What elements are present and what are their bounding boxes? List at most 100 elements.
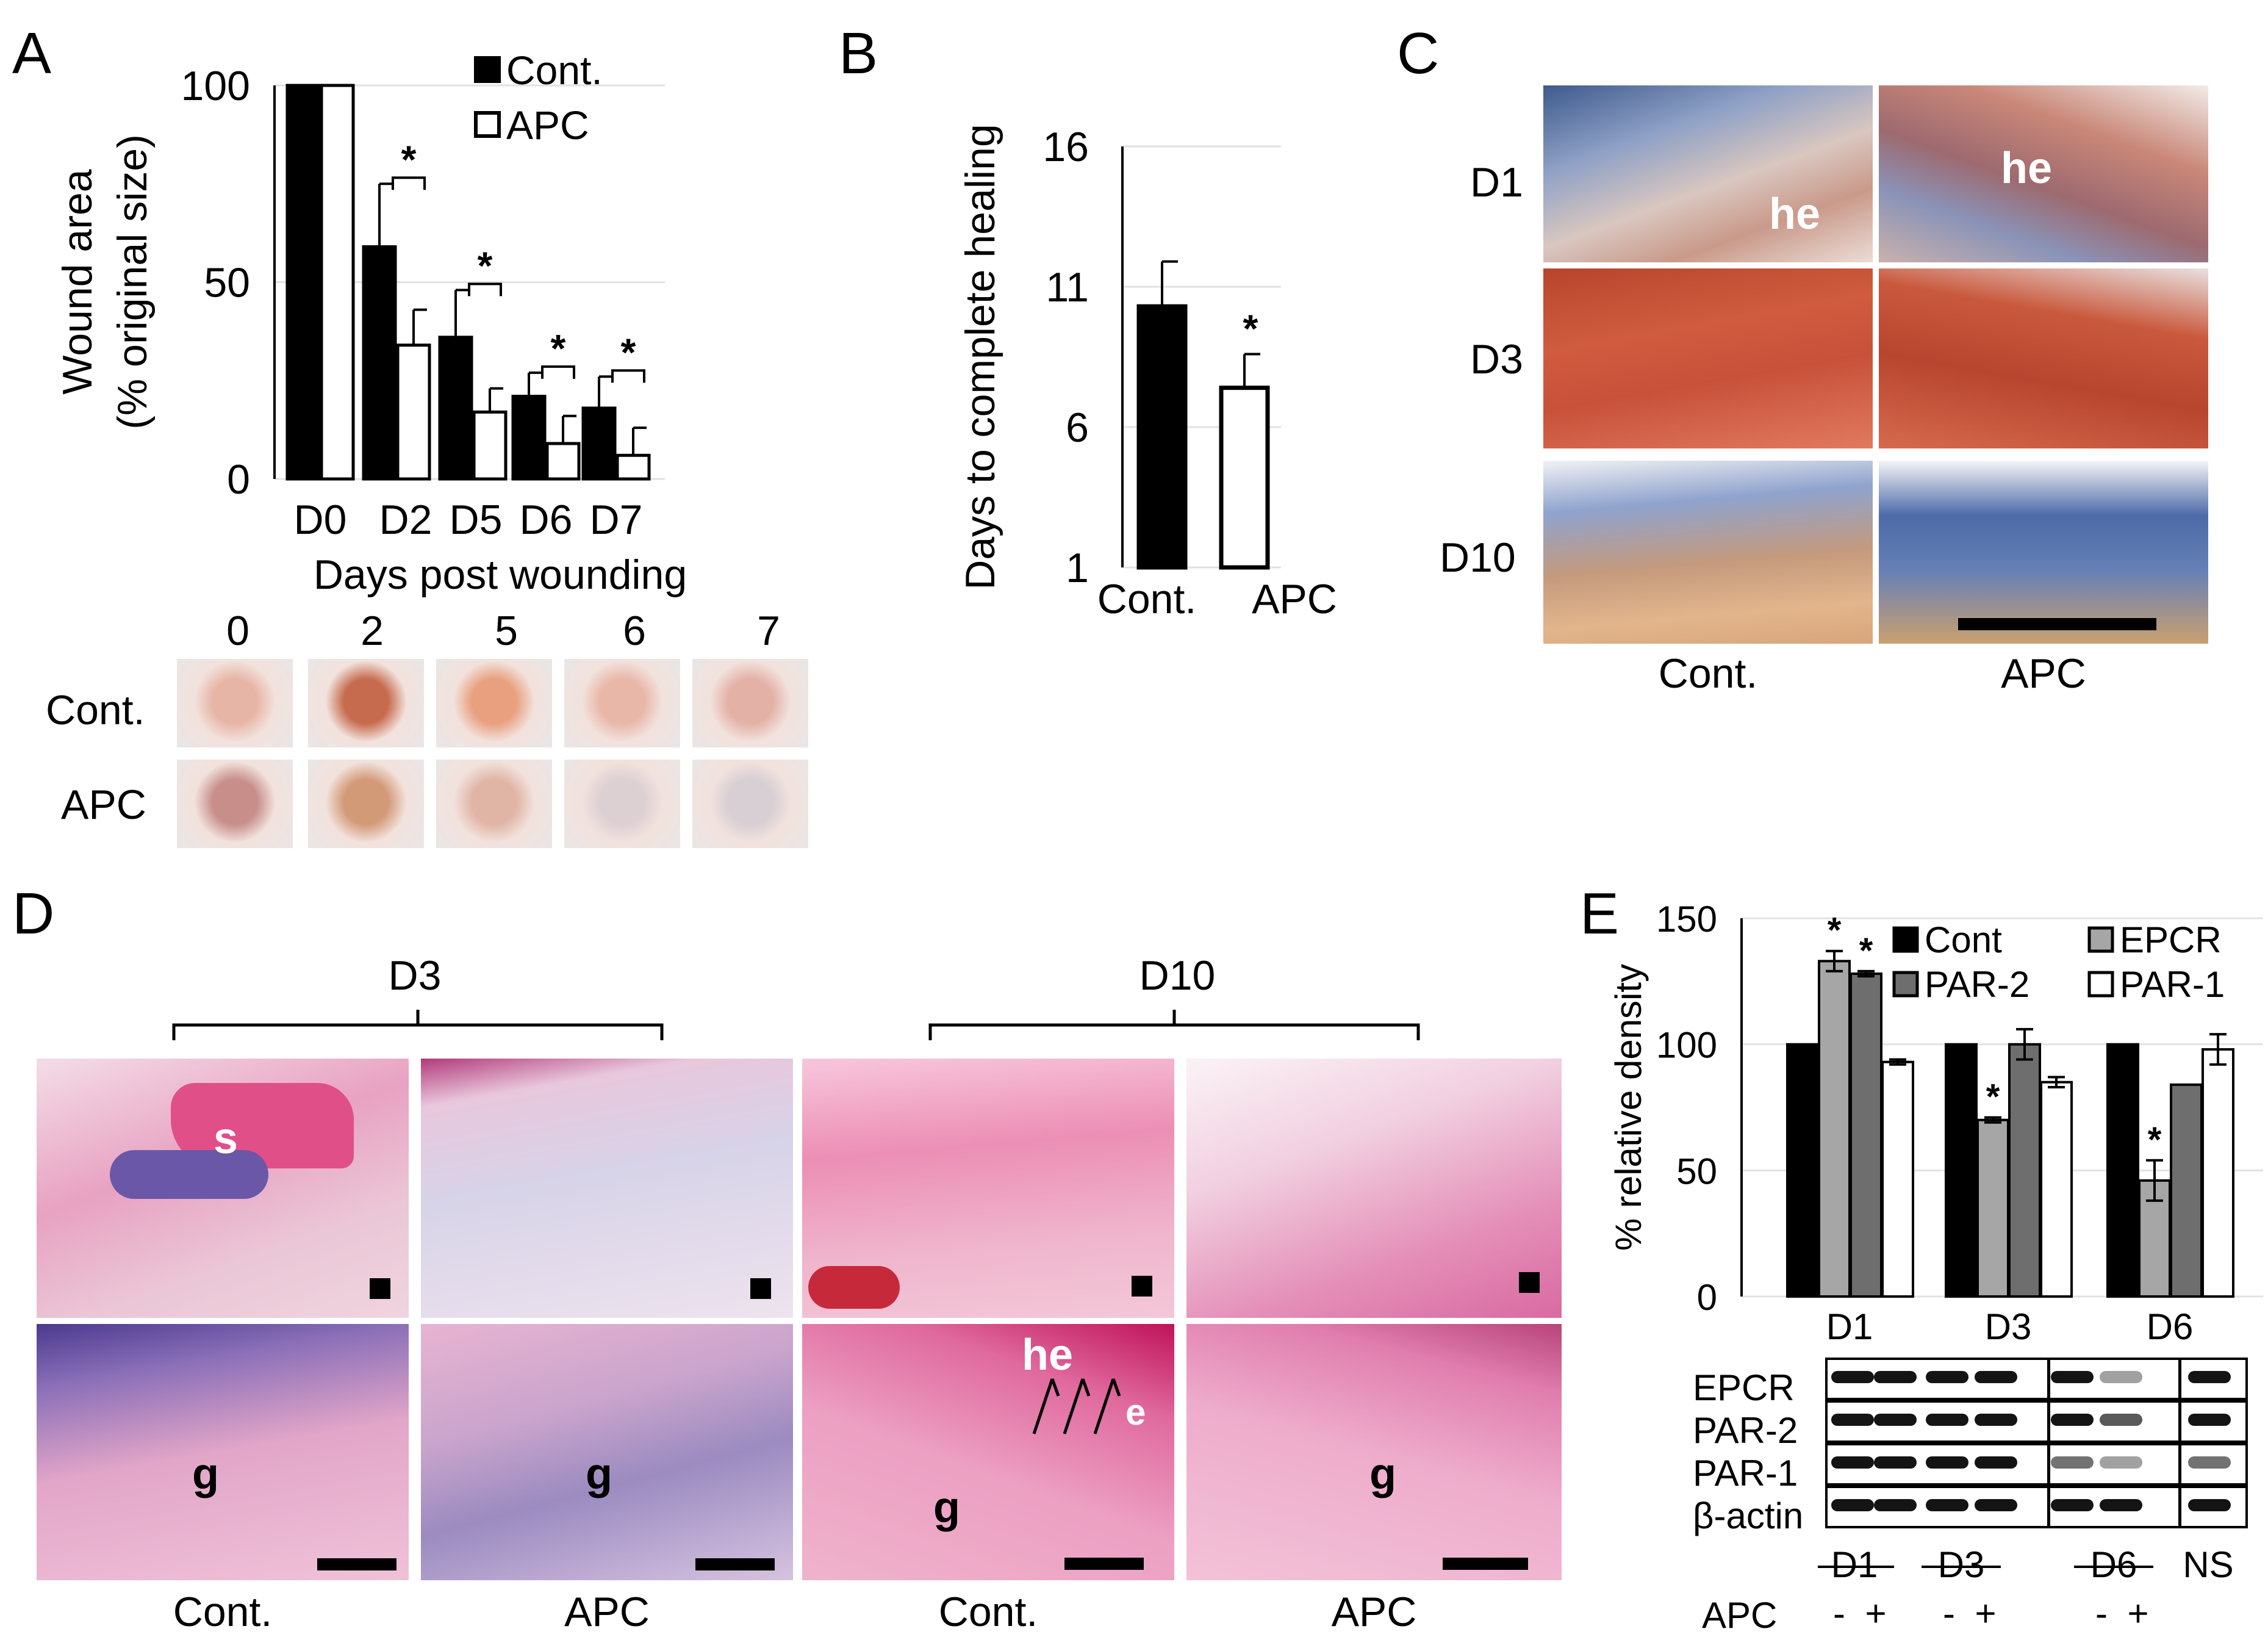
micrograph-c-apc-d10: [1879, 461, 2208, 644]
x-tick-label: D6: [520, 497, 573, 543]
panel-d-group-label: D3: [388, 952, 442, 999]
bar: [1945, 1043, 1978, 1298]
legend-label: EPCR: [2120, 919, 2222, 960]
micrograph-d-apc-d3-high: g: [421, 1324, 793, 1580]
blot-band: [2051, 1414, 2094, 1426]
wound-photo: [308, 659, 424, 747]
panel-label-e: E: [1580, 881, 1620, 946]
wound-photo: [692, 659, 808, 747]
significance-star: *: [1828, 911, 1842, 951]
micrograph-c-cont-d3: [1543, 268, 1873, 448]
apc-sign: +: [2127, 1593, 2149, 1634]
wound-photo: [564, 760, 680, 848]
bar: [396, 344, 431, 481]
significance-bracket: [541, 365, 575, 379]
granulation-label: g: [586, 1450, 612, 1498]
x-tick-label: D2: [379, 497, 432, 543]
blot-band: [1926, 1456, 1968, 1469]
blot-band: [1975, 1414, 2017, 1426]
blot-band: [1831, 1371, 1874, 1383]
y-tick-label: 100: [1656, 1025, 1717, 1066]
blot-row-label: β-actin: [1693, 1495, 1804, 1536]
blot-band: [1874, 1371, 1917, 1383]
bar: [1850, 972, 1882, 1298]
epidermis-region: [110, 1150, 268, 1199]
panel-d-col-label: APC: [1331, 1589, 1417, 1635]
legend-label: Cont: [1925, 919, 2002, 960]
significance-star: *: [1243, 306, 1258, 350]
blot-band: [2188, 1499, 2231, 1511]
scale-bar: [317, 1558, 397, 1570]
x-axis-label: Days post wounding: [314, 552, 687, 598]
bar: [472, 410, 508, 481]
x-tick-label: D7: [590, 497, 643, 543]
bar: [545, 442, 581, 481]
blot-band: [2051, 1499, 2094, 1511]
y-axis-label: (% original size): [109, 134, 156, 430]
wound-photo: [692, 760, 808, 848]
bar: [615, 453, 651, 481]
bar: [320, 84, 355, 481]
blot-band: [2188, 1456, 2231, 1469]
bar: [2202, 1048, 2234, 1298]
panel-d-group-label: D10: [1139, 952, 1216, 999]
blot-band: [1831, 1414, 1874, 1426]
micrograph-c-cont-d10: [1543, 461, 1873, 644]
panel-label-b: B: [839, 21, 878, 86]
he-label: he: [1022, 1331, 1074, 1379]
panel-a-chart: 0 50 100 Wound area (% original size) D0 * D2 * D…: [54, 48, 687, 598]
vessel-region: [808, 1266, 900, 1309]
bar: [2106, 1043, 2139, 1298]
blot-band: [2100, 1456, 2142, 1469]
blot-row-label: PAR-1: [1693, 1453, 1798, 1494]
significance-star: *: [1859, 931, 1873, 971]
bar: [1818, 960, 1851, 1298]
significance-star: *: [478, 243, 493, 287]
blot-group-label: D3: [1937, 1544, 1985, 1585]
legend-swatch: [1892, 926, 1919, 953]
wound-photo: [436, 659, 552, 747]
x-tick-label: APC: [1252, 576, 1337, 622]
photo-day-label: 7: [757, 608, 780, 654]
apc-sign: -: [2095, 1593, 2108, 1634]
x-tick-label: D5: [450, 497, 503, 543]
panel-c-col-label: Cont.: [1658, 650, 1758, 697]
micrograph-d-cont-d10-low: [802, 1059, 1174, 1318]
blot-band: [1975, 1371, 2017, 1383]
legend-label: PAR-1: [2120, 964, 2225, 1005]
y-axis-label: Days to complete healing: [957, 124, 1003, 590]
panel-c-row-label: D10: [1440, 534, 1516, 581]
y-tick-label: 1: [1066, 545, 1089, 591]
photo-row-label-apc: APC: [61, 782, 146, 828]
y-tick-label: 6: [1066, 405, 1089, 451]
micrograph-d-cont-d3-high: g: [37, 1324, 409, 1580]
bar: [511, 395, 547, 481]
blot-band: [1926, 1499, 1968, 1511]
blot-band: [1874, 1456, 1917, 1469]
photo-day-label: 0: [226, 608, 249, 654]
micrograph-d-apc-d3-low: [421, 1059, 793, 1318]
bar: [1219, 386, 1270, 570]
bar: [2040, 1081, 2073, 1298]
scale-marker: [1132, 1276, 1152, 1297]
blot-group-label: D6: [2090, 1544, 2137, 1585]
apc-sign: +: [1975, 1593, 1997, 1634]
significance-star: *: [401, 137, 417, 181]
epidermis-label: e: [1125, 1392, 1146, 1433]
y-tick-label: 100: [181, 63, 250, 109]
legend-swatch: [2087, 971, 2114, 998]
y-tick-label: 16: [1042, 124, 1089, 170]
photo-day-label: 5: [495, 608, 518, 654]
y-tick-label: 50: [1676, 1151, 1717, 1192]
blot-row-label: PAR-2: [1693, 1410, 1798, 1451]
significance-star: *: [1986, 1077, 2000, 1117]
blot-band: [1926, 1414, 1968, 1426]
y-tick-label: 11: [1046, 264, 1089, 311]
apc-sign: -: [1943, 1593, 1955, 1634]
scale-marker: [370, 1278, 390, 1299]
panel-label-c: C: [1397, 21, 1440, 86]
panel-d-col-label: Cont.: [173, 1589, 273, 1635]
legend-label: APC: [506, 103, 589, 148]
bar: [362, 245, 397, 481]
